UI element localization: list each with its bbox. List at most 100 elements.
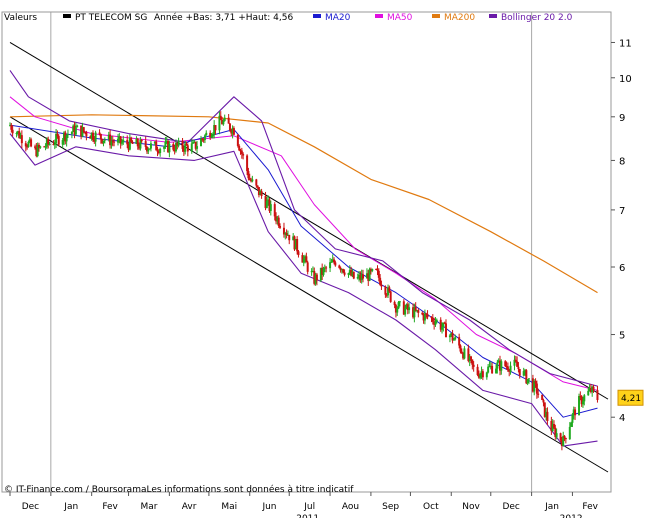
candle-body: [275, 216, 278, 222]
candle-body: [417, 310, 420, 313]
candle-body: [111, 140, 114, 142]
candle-body: [554, 427, 557, 437]
candle-body: [319, 267, 322, 281]
candle-body: [130, 137, 133, 142]
candle-body: [122, 139, 125, 143]
candle-body: [301, 255, 304, 263]
legend-item-label: MA200: [444, 13, 475, 23]
last-price-text: 4,21: [621, 394, 641, 404]
candle-body: [63, 132, 66, 141]
candle-body: [350, 270, 353, 276]
candle-body: [589, 388, 592, 392]
candle-body: [64, 132, 67, 142]
candle-body: [435, 319, 438, 322]
candle-body: [405, 304, 408, 309]
last-price-marker: 4,21: [617, 389, 644, 406]
candle-body: [439, 319, 442, 330]
legend-swatch: [489, 14, 497, 18]
candle-body: [210, 136, 213, 138]
candle-body: [414, 306, 417, 311]
candle-body: [491, 365, 494, 374]
candle-body: [479, 373, 482, 378]
candle-body: [333, 259, 336, 263]
candle-body: [451, 333, 454, 341]
candle-body: [444, 323, 447, 338]
candle-body: [476, 366, 479, 375]
candle-body: [119, 136, 122, 144]
candle-body: [9, 125, 11, 127]
candle-body: [256, 185, 259, 188]
candle-body: [546, 411, 549, 422]
legend-item-label: Année +Bas: 3,71 +Haut: 4,56: [154, 12, 293, 23]
candle-body: [201, 138, 204, 140]
legend-title: Valeurs: [4, 13, 37, 23]
candle-body: [358, 274, 361, 277]
candle-body: [505, 365, 508, 367]
candle-body: [202, 139, 205, 141]
candle-body: [53, 143, 56, 145]
candle-body: [80, 125, 83, 137]
candle-body: [315, 274, 318, 281]
candle-body: [313, 270, 316, 284]
candle-body: [185, 143, 188, 146]
candle-body: [434, 321, 437, 325]
candle-body: [164, 141, 167, 147]
x-tick-label: Fev: [582, 502, 598, 512]
candle-body: [442, 322, 445, 328]
candle-body: [441, 327, 444, 330]
candle-body: [176, 143, 179, 146]
candle-body: [98, 132, 101, 135]
candle-body: [485, 372, 488, 378]
channel-lower-line: [9, 116, 609, 473]
x-tick-label: Jun: [261, 502, 276, 512]
candle-body: [103, 139, 106, 141]
candle-body: [20, 135, 23, 144]
candle-body: [416, 310, 419, 312]
candle-body: [157, 151, 160, 153]
candle-body: [338, 265, 341, 268]
candle-body: [174, 143, 177, 152]
candle-body: [82, 127, 85, 132]
candle-body: [102, 140, 105, 144]
candle-body: [377, 270, 380, 278]
candle-body: [30, 139, 33, 147]
candle-body: [330, 261, 333, 263]
candle-body: [18, 131, 21, 139]
candle-body: [314, 274, 317, 284]
candle-body: [10, 125, 13, 130]
candle-body: [126, 139, 129, 145]
candle-body: [167, 141, 170, 153]
candle-body: [149, 143, 152, 149]
candle-body: [371, 269, 374, 272]
candle-body: [302, 258, 305, 263]
candle-body: [389, 291, 392, 302]
candle-body: [430, 317, 433, 319]
footer-credit: © IT-Finance.com / BoursoramaLes informa…: [4, 484, 354, 495]
candle-body: [257, 187, 260, 196]
candle-body: [168, 143, 171, 153]
candle-body: [139, 139, 142, 149]
candle-body: [172, 143, 175, 150]
candle-body: [211, 133, 214, 137]
candle-body: [394, 305, 397, 313]
candle-body: [398, 301, 401, 303]
candle-body: [285, 233, 288, 236]
candle-body: [531, 378, 534, 392]
candle-body: [159, 148, 162, 153]
candle-body: [422, 314, 425, 321]
legend: Valeurs PT TELECOM SG Année +Bas: 3,71 +H…: [4, 12, 573, 23]
candle-body: [587, 390, 590, 396]
candle-body: [255, 179, 258, 186]
candle-body: [563, 435, 566, 438]
candle-body: [550, 421, 553, 432]
x-tick-label: Mai: [221, 502, 237, 512]
candle-body: [192, 142, 195, 144]
candle-body: [19, 135, 22, 139]
candle-body: [508, 370, 511, 372]
candle-body: [203, 135, 206, 141]
candle-body: [193, 141, 196, 143]
candle-body: [238, 145, 241, 151]
candle-body: [360, 274, 363, 280]
candle-body: [352, 271, 355, 279]
